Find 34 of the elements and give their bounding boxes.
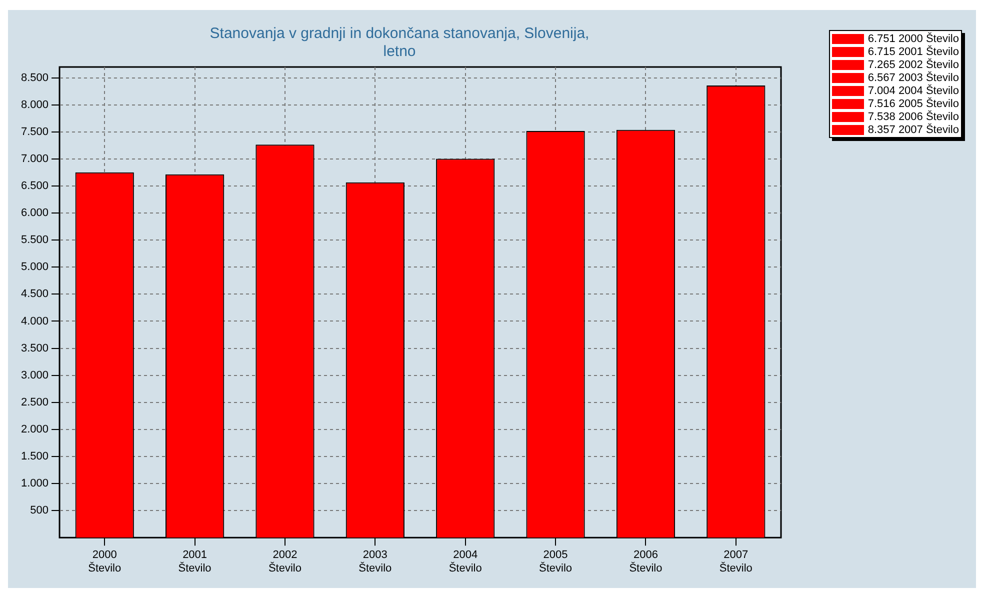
legend-label: 6.567 2003 Število (868, 72, 959, 84)
chart-title: Stanovanja v gradnji in dokončana stanovanja, Slovenija, letno (210, 25, 590, 60)
x-tick-label: 2002 Število (268, 549, 302, 574)
y-tick-label: 1.500 (20, 450, 49, 462)
x-tick-label: 2007 Število (719, 549, 752, 574)
x-tick-label: 2005 Število (539, 549, 572, 574)
y-tick-label: 5.500 (20, 234, 49, 246)
y-tick-label: 3.500 (20, 342, 49, 354)
x-tick-label: 2006 Število (629, 549, 662, 574)
legend-label: 6.751 2000 Število (868, 32, 959, 44)
y-tick-label: 3.000 (20, 369, 49, 382)
x-tick-label: 2003 Število (358, 549, 392, 574)
legend-label: 7.265 2002 Število (868, 58, 959, 70)
legend-label: 8.357 2007 Število (868, 124, 959, 136)
y-tick-label: 8.500 (20, 72, 49, 84)
y-tick-label: 7.000 (20, 152, 49, 165)
x-tick-label: 2001 Število (178, 549, 212, 574)
legend-label: 7.538 2006 Število (868, 110, 959, 122)
y-tick-label: 6.500 (20, 180, 49, 192)
y-tick-label: 4.000 (20, 315, 49, 328)
y-tick-label: 4.500 (20, 288, 49, 300)
y-tick-label: 8.000 (20, 98, 49, 111)
x-tick-label: 2000 Število (88, 549, 122, 574)
legend-label: 7.004 2004 Število (868, 84, 959, 96)
y-tick-label: 2.000 (20, 423, 49, 436)
y-tick-label: 5.000 (20, 261, 49, 274)
legend-label: 6.715 2001 Število (868, 46, 959, 58)
x-tick-label: 2004 Število (448, 549, 482, 574)
y-tick-label: 6.000 (20, 207, 49, 220)
y-tick-label: 1.000 (20, 478, 49, 490)
y-tick-label: 500 (30, 504, 49, 517)
legend-label: 7.516 2005 Število (868, 98, 959, 110)
y-tick-label: 2.500 (20, 396, 49, 408)
y-tick-label: 7.500 (20, 126, 49, 138)
